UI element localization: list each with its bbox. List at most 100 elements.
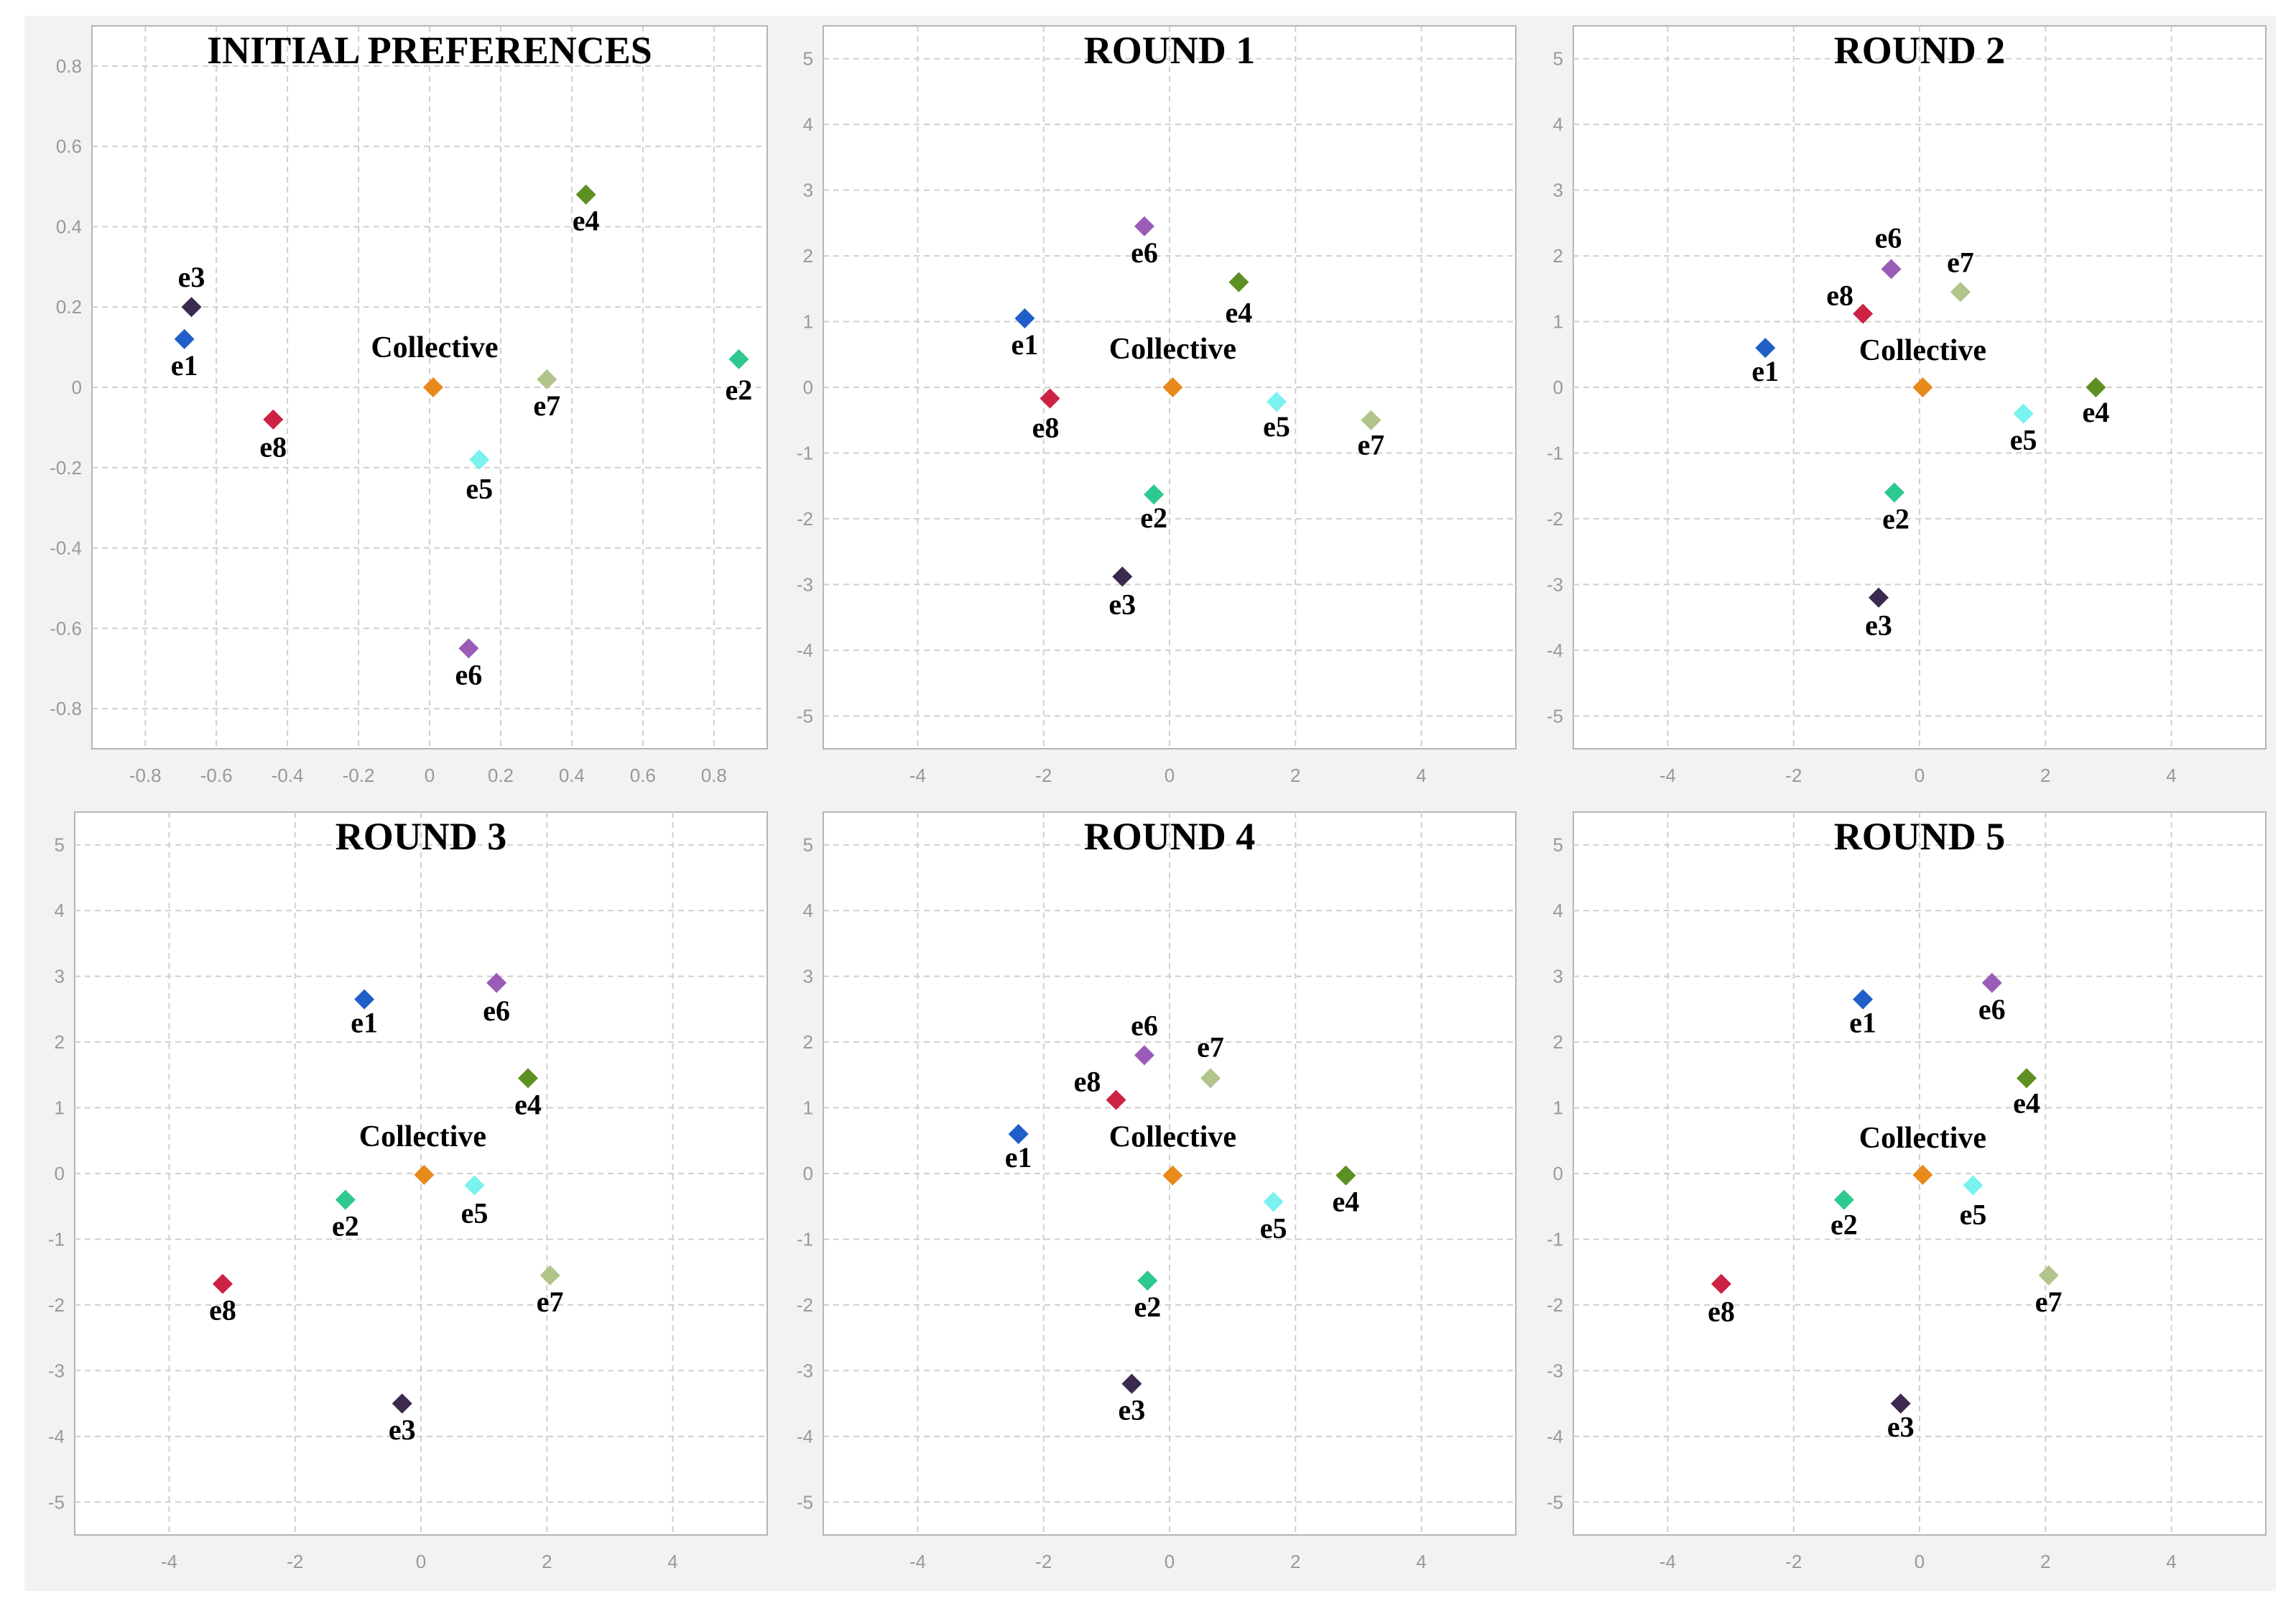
y-tick-label: 1 [1553, 311, 1563, 333]
y-tick-label: -3 [1547, 573, 1563, 595]
point-label-e1: e1 [351, 1007, 378, 1039]
y-tick-label: -4 [1547, 640, 1563, 661]
y-tick-label: -0.6 [50, 617, 82, 639]
y-tick-label: -1 [797, 442, 813, 464]
y-tick-label: 5 [1553, 48, 1563, 70]
y-tick-label: -0.8 [50, 698, 82, 719]
panel-4: -4 -2 0 2 4 5 4 3 2 1 0 -1 -2 -3 -4 -5 ROUND 3 e1 e2 e3 e4 e5… [48, 811, 768, 1572]
point-marker-e3 [1869, 587, 1889, 608]
point-marker-collective [414, 1164, 435, 1185]
y-tick-label: 3 [1553, 180, 1563, 201]
point-marker-e8 [263, 409, 284, 430]
y-tick-label: 2 [1553, 245, 1563, 267]
point-label-e3: e3 [389, 1414, 416, 1446]
point-label-e3: e3 [1108, 588, 1136, 620]
y-tick-label: 0.6 [56, 136, 82, 157]
y-tick-label: 3 [55, 966, 65, 987]
point-label-e2: e2 [726, 374, 753, 406]
point-label-e3: e3 [178, 261, 205, 293]
y-tick-label: 2 [55, 1031, 65, 1053]
point-label-e5: e5 [1260, 1212, 1287, 1244]
x-tick-label: -0.8 [129, 765, 162, 786]
y-tick-label: -2 [797, 1294, 813, 1316]
y-tick-label: -4 [1547, 1426, 1563, 1447]
point-label-e5: e5 [1960, 1198, 1987, 1230]
point-label-e6: e6 [483, 995, 510, 1027]
point-marker-collective [1912, 1164, 1933, 1185]
point-marker-e3 [1890, 1393, 1911, 1414]
point-label-e3: e3 [1887, 1411, 1915, 1443]
y-tick-label: 1 [1553, 1097, 1563, 1119]
y-tick-label: -2 [1547, 508, 1563, 530]
y-tick-label: -0.2 [50, 457, 82, 479]
x-tick-label: -4 [161, 1551, 177, 1572]
point-marker-e8 [212, 1273, 233, 1294]
point-marker-e5 [469, 449, 490, 470]
point-label-e8: e8 [209, 1294, 236, 1327]
x-tick-label: -0.6 [200, 765, 233, 786]
y-tick-label: -5 [797, 1491, 813, 1513]
x-tick-label: 0 [1915, 1551, 1925, 1572]
y-tick-label: -1 [48, 1228, 65, 1250]
point-label-e1: e1 [171, 349, 198, 382]
y-tick-label: 0 [803, 1163, 813, 1184]
point-marker-e2 [728, 349, 749, 369]
point-marker-e7 [1200, 1068, 1221, 1089]
point-marker-e8 [1106, 1089, 1126, 1110]
x-tick-label: -4 [1659, 765, 1676, 786]
point-label-e6: e6 [1875, 221, 1902, 254]
point-label-e3: e3 [1119, 1394, 1146, 1426]
point-marker-e5 [1266, 392, 1287, 412]
chart-title: ROUND 3 [335, 815, 507, 858]
y-tick-label: 3 [803, 966, 813, 987]
y-tick-label: 5 [55, 834, 65, 856]
point-label-e7: e7 [537, 1286, 564, 1318]
point-label-e4: e4 [573, 205, 600, 237]
panel-1: -0.8 -0.6 -0.4 -0.2 0 0.2 0.4 0.6 0.8 0.8 0.6 0.4 0.… [50, 25, 768, 786]
point-marker-e6 [1881, 259, 1902, 280]
point-label-e6: e6 [1131, 236, 1158, 269]
point-label-e5: e5 [466, 473, 493, 505]
point-label-e5: e5 [1263, 410, 1290, 443]
x-tick-label: 2 [2040, 765, 2050, 786]
point-marker-e2 [1137, 1271, 1158, 1291]
x-tick-label: -2 [287, 1551, 303, 1572]
point-marker-e1 [1853, 989, 1874, 1010]
y-tick-label: 0 [72, 377, 82, 398]
y-tick-label: 4 [1553, 114, 1563, 135]
point-marker-e7 [2038, 1265, 2059, 1286]
point-label-e1: e1 [1751, 355, 1779, 387]
x-tick-label: 4 [1416, 1551, 1426, 1572]
point-label-e8: e8 [1826, 280, 1853, 312]
x-tick-label: 4 [2166, 765, 2176, 786]
x-tick-label: 4 [1416, 765, 1426, 786]
point-marker-e8 [1040, 388, 1060, 409]
x-tick-label: 2 [1290, 765, 1300, 786]
x-tick-label: 0.4 [559, 765, 585, 786]
y-tick-label: 5 [803, 834, 813, 856]
point-marker-e4 [2016, 1068, 2037, 1089]
point-label-e4: e4 [1332, 1186, 1359, 1218]
point-marker-e1 [174, 328, 195, 349]
point-label-e7: e7 [1197, 1030, 1224, 1063]
y-tick-label: -2 [48, 1294, 65, 1316]
y-tick-label: -3 [48, 1360, 65, 1381]
chart-title: INITIAL PREFERENCES [207, 29, 652, 72]
y-tick-label: 0 [55, 1163, 65, 1184]
panel-3: -4 -2 0 2 4 5 4 3 2 1 0 -1 -2 -3 -4 -5 ROUND 2 e1 e2 e3 e4 e5… [1547, 25, 2267, 786]
point-marker-e4 [575, 184, 596, 205]
y-tick-label: 1 [55, 1097, 65, 1119]
point-label-e6: e6 [1131, 1009, 1158, 1041]
point-marker-e5 [464, 1175, 485, 1196]
point-label-collective: Collective [1859, 1122, 1986, 1155]
point-marker-e1 [1008, 1124, 1029, 1145]
x-tick-label: 0 [1165, 1551, 1175, 1572]
point-label-e6: e6 [1978, 993, 2006, 1025]
point-label-e5: e5 [2010, 424, 2037, 456]
point-label-e6: e6 [455, 658, 483, 691]
x-tick-label: -2 [1785, 1551, 1802, 1572]
y-tick-label: 4 [803, 900, 813, 921]
y-tick-label: -2 [1547, 1294, 1563, 1316]
y-tick-label: -3 [797, 573, 813, 595]
